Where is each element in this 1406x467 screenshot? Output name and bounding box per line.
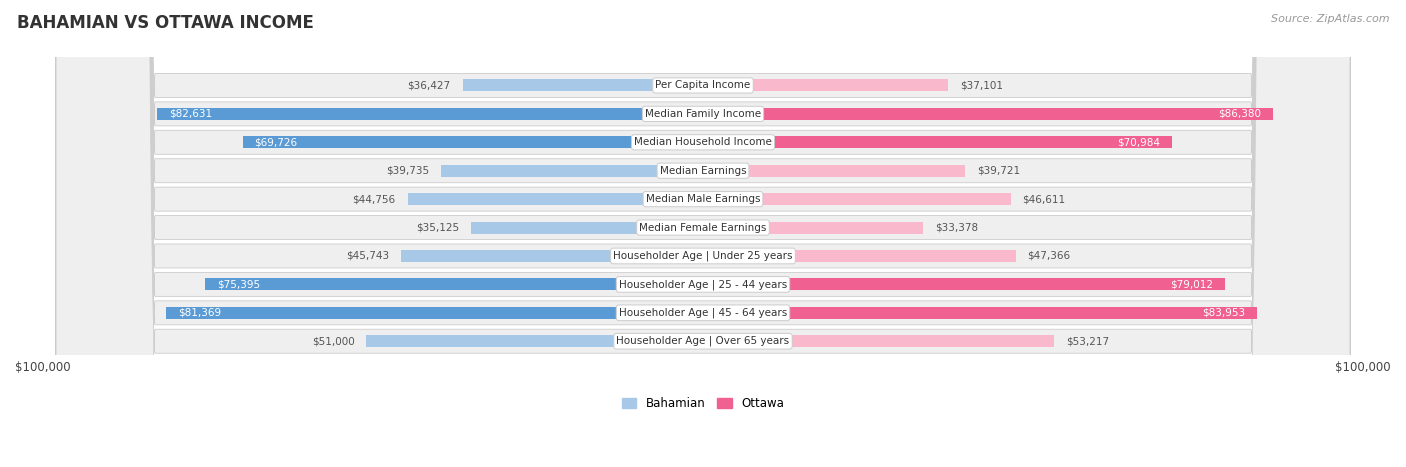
Text: Per Capita Income: Per Capita Income xyxy=(655,80,751,91)
Text: Median Household Income: Median Household Income xyxy=(634,137,772,147)
FancyBboxPatch shape xyxy=(56,0,1350,467)
Text: $81,369: $81,369 xyxy=(177,308,221,318)
Text: $86,380: $86,380 xyxy=(1219,109,1261,119)
Bar xyxy=(703,193,1011,205)
Bar xyxy=(440,165,703,177)
FancyBboxPatch shape xyxy=(56,0,1350,467)
Bar xyxy=(463,79,703,92)
Text: Householder Age | Under 25 years: Householder Age | Under 25 years xyxy=(613,251,793,261)
Text: $75,395: $75,395 xyxy=(217,279,260,290)
FancyBboxPatch shape xyxy=(56,0,1350,467)
Text: $33,378: $33,378 xyxy=(935,223,979,233)
Bar xyxy=(205,278,703,290)
Text: $45,743: $45,743 xyxy=(346,251,389,261)
Bar xyxy=(703,278,1225,290)
FancyBboxPatch shape xyxy=(56,0,1350,467)
Text: Median Female Earnings: Median Female Earnings xyxy=(640,223,766,233)
Text: $47,366: $47,366 xyxy=(1028,251,1071,261)
Bar xyxy=(703,108,1274,120)
Text: Source: ZipAtlas.com: Source: ZipAtlas.com xyxy=(1271,14,1389,24)
Text: $82,631: $82,631 xyxy=(169,109,212,119)
Bar xyxy=(367,335,703,347)
Text: BAHAMIAN VS OTTAWA INCOME: BAHAMIAN VS OTTAWA INCOME xyxy=(17,14,314,32)
Bar xyxy=(157,108,703,120)
Bar xyxy=(703,307,1257,319)
Bar xyxy=(703,250,1015,262)
Bar xyxy=(703,79,948,92)
Bar xyxy=(471,221,703,234)
Text: $51,000: $51,000 xyxy=(312,336,354,346)
Text: $44,756: $44,756 xyxy=(353,194,395,204)
FancyBboxPatch shape xyxy=(56,0,1350,467)
Bar xyxy=(408,193,703,205)
FancyBboxPatch shape xyxy=(56,0,1350,467)
FancyBboxPatch shape xyxy=(56,0,1350,467)
Bar xyxy=(703,165,966,177)
Text: $79,012: $79,012 xyxy=(1170,279,1213,290)
Text: Median Earnings: Median Earnings xyxy=(659,166,747,176)
FancyBboxPatch shape xyxy=(56,0,1350,467)
Text: Median Male Earnings: Median Male Earnings xyxy=(645,194,761,204)
FancyBboxPatch shape xyxy=(56,0,1350,467)
Text: Householder Age | Over 65 years: Householder Age | Over 65 years xyxy=(616,336,790,347)
FancyBboxPatch shape xyxy=(56,0,1350,467)
Text: $37,101: $37,101 xyxy=(960,80,1002,91)
Text: $53,217: $53,217 xyxy=(1066,336,1109,346)
Text: $46,611: $46,611 xyxy=(1022,194,1066,204)
Bar xyxy=(243,136,703,148)
Text: Householder Age | 45 - 64 years: Householder Age | 45 - 64 years xyxy=(619,308,787,318)
Legend: Bahamian, Ottawa: Bahamian, Ottawa xyxy=(617,393,789,415)
Text: $39,721: $39,721 xyxy=(977,166,1021,176)
Bar xyxy=(401,250,703,262)
Bar xyxy=(703,221,924,234)
Text: Householder Age | 25 - 44 years: Householder Age | 25 - 44 years xyxy=(619,279,787,290)
Text: Median Family Income: Median Family Income xyxy=(645,109,761,119)
Text: $69,726: $69,726 xyxy=(254,137,298,147)
Text: $35,125: $35,125 xyxy=(416,223,460,233)
Bar xyxy=(166,307,703,319)
Bar xyxy=(703,335,1054,347)
Bar xyxy=(703,136,1171,148)
Text: $36,427: $36,427 xyxy=(408,80,451,91)
Text: $39,735: $39,735 xyxy=(385,166,429,176)
Text: $83,953: $83,953 xyxy=(1202,308,1246,318)
Text: $70,984: $70,984 xyxy=(1116,137,1160,147)
